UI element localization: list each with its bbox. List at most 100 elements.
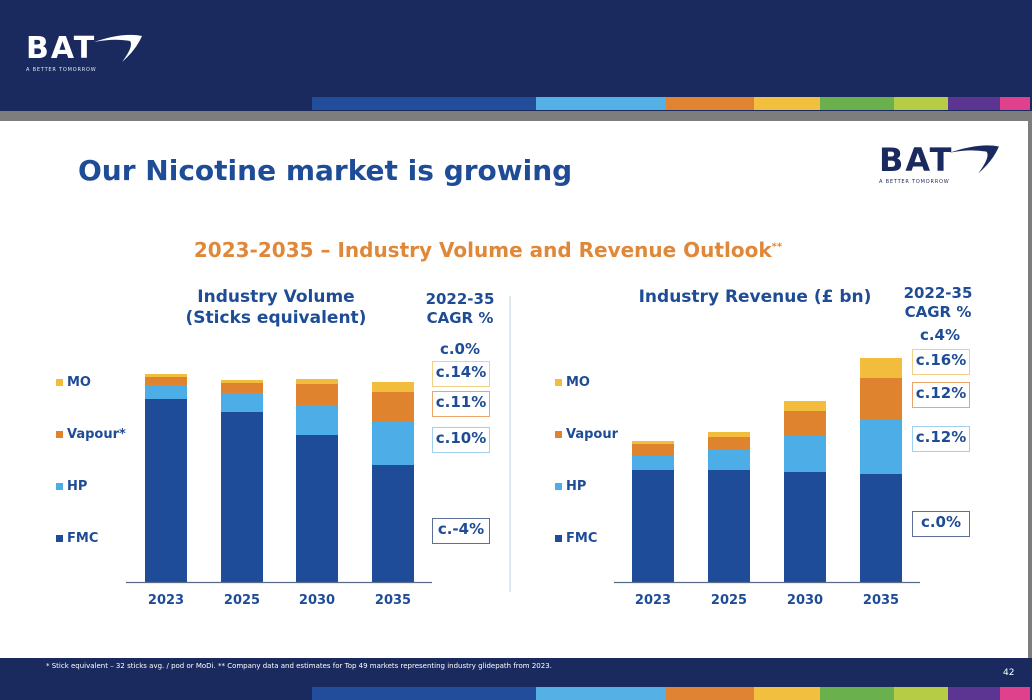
x-tick-label: 2025: [224, 593, 260, 608]
legend-swatch-mo: [56, 379, 63, 386]
legend-label: Vapour*: [67, 427, 126, 442]
revenue-chart: 2023 2025 2030 2035: [614, 358, 920, 608]
color-strip-segment: [666, 687, 754, 700]
legend-swatch-mo: [555, 379, 562, 386]
bar-fmc-2035: [860, 474, 902, 582]
revenue-cagr-header: 2022-35 CAGR %: [898, 284, 978, 322]
revenue-cagr-total: c.4%: [919, 326, 961, 344]
bat-logo: BAT A BETTER TOMORROW: [26, 31, 142, 73]
volume-legend-vapour: Vapour*: [56, 427, 126, 442]
bar-hp-2025: [708, 450, 750, 470]
color-strip-segment: [820, 97, 894, 110]
logo-text: BAT: [26, 31, 97, 66]
bar-vapour-2030: [784, 411, 826, 436]
corner-logo-text: BAT: [879, 141, 954, 179]
page-edge: [1028, 121, 1032, 658]
bar-vapour-2025: [221, 383, 263, 393]
footnote: * Stick equivalent – 32 sticks avg. / po…: [46, 662, 552, 670]
bar-mo-2030: [296, 379, 338, 384]
bar-vapour-2023: [632, 444, 674, 455]
x-tick-label: 2023: [148, 593, 184, 608]
volume-legend-hp: HP: [56, 479, 87, 494]
bar-hp-2023: [145, 385, 187, 399]
revenue-chart-title: Industry Revenue (£ bn): [630, 287, 880, 308]
bar-fmc-2030: [296, 435, 338, 582]
color-strip-segment: [666, 97, 754, 110]
revenue-cagr-hp: c.12%: [912, 426, 970, 452]
bar-hp-2030: [784, 436, 826, 472]
legend-label: Vapour: [566, 427, 619, 442]
bar-mo-2023: [632, 441, 674, 444]
logo-swoosh-icon: [94, 34, 142, 62]
bar-mo-2035: [860, 358, 902, 378]
revenue-cagr-vapour: c.12%: [912, 382, 970, 408]
bar-vapour-2023: [145, 377, 187, 385]
revenue-legend-vapour: Vapour: [555, 427, 618, 442]
legend-swatch-hp: [56, 483, 63, 490]
bar-mo-2023: [145, 374, 187, 377]
volume-chart-title: Industry Volume (Sticks equivalent): [176, 287, 376, 329]
legend-swatch-fmc: [555, 535, 562, 542]
bar-mo-2025: [708, 432, 750, 437]
color-strip-segment: [820, 687, 894, 700]
bar-vapour-2025: [708, 437, 750, 450]
corner-bat-logo: BAT A BETTER TOMORROW: [879, 141, 999, 185]
color-strip-segment: [894, 687, 948, 700]
revenue-chart-title-line1: Industry Revenue (£ bn): [638, 287, 872, 307]
x-tick-label: 2030: [299, 593, 335, 608]
x-tick-label: 2030: [787, 593, 823, 608]
legend-label: FMC: [566, 531, 598, 546]
volume-cagr-hp: c.10%: [432, 427, 490, 453]
revenue-legend-hp: HP: [555, 479, 586, 494]
legend-swatch-fmc: [56, 535, 63, 542]
legend-label: FMC: [67, 531, 99, 546]
volume-chart: 2023 2025 2030 2035: [126, 374, 432, 608]
x-tick-label: 2023: [635, 593, 671, 608]
legend-label: HP: [67, 479, 88, 494]
page-number: 42: [1003, 668, 1015, 678]
legend-swatch-vapour: [56, 431, 63, 438]
revenue-cagr-fmc: c.0%: [912, 511, 970, 537]
bar-mo-2025: [221, 380, 263, 383]
x-tick-label: 2035: [863, 593, 899, 608]
color-strip-segment: [894, 97, 948, 110]
volume-cagr-fmc: c.-4%: [432, 518, 490, 544]
color-strip-segment: [754, 97, 820, 110]
bar-vapour-2030: [296, 384, 338, 405]
volume-chart-title-line2: (Sticks equivalent): [185, 308, 367, 328]
chart-divider: [509, 296, 511, 592]
color-strip-segment: [536, 97, 666, 110]
volume-cagr-header-line2: CAGR %: [426, 309, 494, 327]
color-strip-segment: [312, 97, 536, 110]
section-title-text: 2023-2035 – Industry Volume and Revenue …: [193, 238, 772, 262]
legend-label: HP: [566, 479, 587, 494]
section-title-footnote-mark: **: [771, 241, 783, 253]
logo-swoosh-icon: [949, 145, 999, 174]
corner-logo-tagline: A BETTER TOMORROW: [879, 179, 950, 185]
bar-hp-2025: [221, 393, 263, 412]
revenue-cagr-header-line1: 2022-35: [903, 284, 973, 302]
bar-vapour-2035: [860, 378, 902, 420]
volume-legend-fmc: FMC: [56, 531, 98, 546]
color-strip-segment: [312, 687, 536, 700]
header-divider: [0, 111, 1032, 121]
volume-cagr-header: 2022-35 CAGR %: [420, 290, 500, 328]
bar-fmc-2025: [708, 470, 750, 582]
color-strip-segment: [1000, 687, 1030, 700]
legend-label: MO: [566, 375, 590, 390]
logo-tagline: A BETTER TOMORROW: [26, 67, 97, 73]
bar-hp-2023: [632, 455, 674, 470]
volume-cagr-vapour: c.11%: [432, 391, 490, 417]
color-strip-segment: [948, 97, 1000, 110]
bar-fmc-2023: [632, 470, 674, 582]
x-tick-label: 2035: [375, 593, 411, 608]
bar-hp-2030: [296, 405, 338, 435]
page-title: Our Nicotine market is growing: [78, 154, 573, 187]
legend-label: MO: [67, 375, 91, 390]
header-band: [0, 0, 1032, 111]
bar-mo-2030: [784, 401, 826, 411]
bar-fmc-2035: [372, 465, 414, 582]
legend-swatch-hp: [555, 483, 562, 490]
revenue-cagr-mo: c.16%: [912, 349, 970, 375]
color-strip-segment: [536, 687, 666, 700]
